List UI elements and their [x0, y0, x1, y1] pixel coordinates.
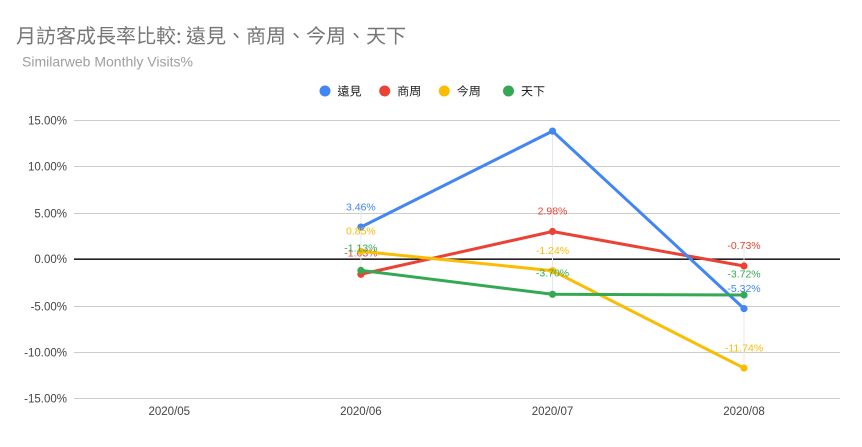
svg-text:-5.32%: -5.32%	[727, 283, 760, 295]
svg-text:0.85%: 0.85%	[346, 226, 376, 238]
svg-text:10.00%: 10.00%	[28, 162, 67, 174]
svg-text:-0.73%: -0.73%	[727, 240, 760, 252]
svg-text:2020/05: 2020/05	[149, 406, 191, 418]
svg-text:5.00%: 5.00%	[34, 209, 67, 221]
svg-text:-15.00%: -15.00%	[24, 394, 67, 406]
svg-text:2.98%: 2.98%	[538, 206, 568, 218]
svg-text:2020/06: 2020/06	[340, 406, 382, 418]
svg-text:-11.74%: -11.74%	[725, 342, 763, 354]
svg-text:-1.24%: -1.24%	[536, 245, 569, 257]
svg-text:15.00%: 15.00%	[28, 116, 67, 128]
svg-text:-1.13%: -1.13%	[344, 242, 377, 254]
svg-text:2020/07: 2020/07	[532, 406, 574, 418]
svg-text:2020/08: 2020/08	[723, 406, 765, 418]
svg-text:-3.70%: -3.70%	[536, 268, 569, 280]
svg-text:-3.72%: -3.72%	[727, 268, 760, 280]
svg-text:3.46%: 3.46%	[346, 201, 376, 213]
svg-text:-5.00%: -5.00%	[31, 302, 67, 314]
svg-text:Similarweb Monthly Visits%: Similarweb Monthly Visits%	[22, 54, 193, 70]
svg-text:0.00%: 0.00%	[34, 254, 67, 266]
svg-text:-10.00%: -10.00%	[24, 348, 67, 360]
